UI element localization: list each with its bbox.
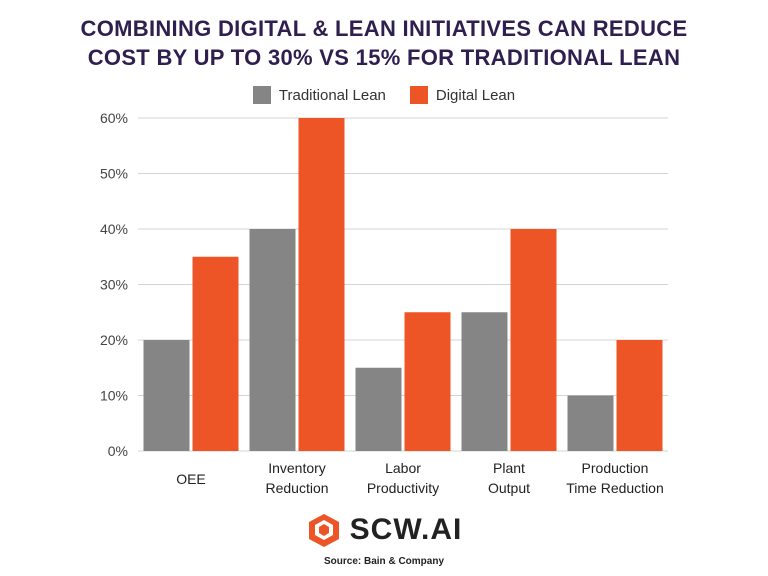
x-category-label: OEE bbox=[176, 471, 206, 487]
bar-digital-4 bbox=[616, 340, 663, 451]
legend-swatch-traditional bbox=[252, 86, 271, 104]
title-line-2: COST BY UP TO 30% VS 15% FOR TRADITIONAL… bbox=[87, 45, 681, 70]
legend: Traditional Lean Digital Lean bbox=[0, 86, 768, 104]
brand-name: SCW.AI bbox=[349, 513, 463, 546]
x-category-label: Time Reduction bbox=[566, 480, 664, 496]
y-tick-label: 40% bbox=[100, 221, 128, 237]
legend-item-digital: Digital Lean bbox=[409, 86, 516, 104]
y-tick-label: 60% bbox=[100, 110, 128, 126]
chart-title: COMBINING DIGITAL & LEAN INITIATIVES CAN… bbox=[0, 14, 768, 72]
bar-traditional-0 bbox=[143, 340, 190, 451]
bar-traditional-1 bbox=[249, 229, 296, 451]
y-tick-label: 10% bbox=[100, 388, 128, 404]
x-category-label: Inventory bbox=[268, 460, 326, 476]
x-category-label: Labor bbox=[385, 460, 421, 476]
cube-logo-icon bbox=[308, 514, 339, 547]
y-tick-label: 50% bbox=[100, 166, 128, 182]
x-category-label: Reduction bbox=[265, 480, 328, 496]
legend-swatch-digital bbox=[409, 86, 428, 104]
y-tick-label: 30% bbox=[100, 277, 128, 293]
y-tick-label: 20% bbox=[100, 332, 128, 348]
brand-logo: SCW.AI bbox=[0, 512, 768, 548]
x-category-label: Productivity bbox=[367, 480, 439, 496]
x-category-label: Production bbox=[582, 460, 649, 476]
legend-item-traditional: Traditional Lean bbox=[252, 86, 386, 104]
y-tick-label: 0% bbox=[108, 443, 128, 459]
legend-label-traditional: Traditional Lean bbox=[278, 86, 386, 104]
bar-traditional-3 bbox=[461, 312, 508, 451]
bar-digital-0 bbox=[192, 256, 239, 451]
bar-chart: 0% 10% 20% 30% 40% 50% 60% OEE Inventory Reductio… bbox=[100, 110, 668, 496]
source-note: Source: Bain & Company bbox=[323, 556, 445, 567]
bar-digital-3 bbox=[510, 229, 557, 451]
x-category-label: Output bbox=[488, 480, 530, 496]
bar-digital-1 bbox=[298, 118, 345, 451]
title-line-1: COMBINING DIGITAL & LEAN INITIATIVES CAN… bbox=[80, 16, 688, 41]
bar-traditional-4 bbox=[567, 395, 614, 451]
bar-digital-2 bbox=[404, 312, 451, 451]
x-category-label: Plant bbox=[493, 460, 525, 476]
legend-label-digital: Digital Lean bbox=[435, 86, 516, 104]
bar-traditional-2 bbox=[355, 367, 402, 451]
